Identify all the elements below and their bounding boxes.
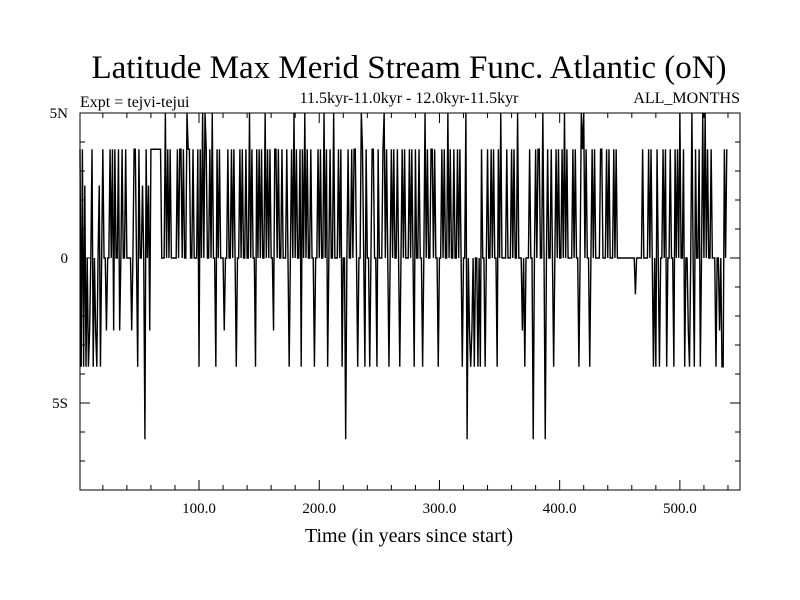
chart-title: Latitude Max Merid Stream Func. Atlantic…	[91, 50, 726, 86]
x-tick-label: 100.0	[182, 501, 216, 517]
x-tick-label: 200.0	[302, 501, 336, 517]
plot-area: 100.0 200.0 300.0 400.0 500.0 5N 0 5S	[50, 106, 741, 517]
x-tick-label: 400.0	[543, 501, 577, 517]
chart-subtitle-center: 11.5kyr-11.0kyr - 12.0kyr-11.5kyr	[300, 90, 520, 107]
x-tick-label: 500.0	[663, 501, 697, 517]
plot-frame	[79, 112, 741, 491]
x-axis-label: Time (in years since start)	[305, 525, 513, 547]
y-tick-label: 0	[61, 251, 69, 267]
y-tick-label: 5N	[50, 106, 69, 122]
chart-subtitle-right: ALL_MONTHS	[633, 90, 740, 107]
x-tick-label: 300.0	[423, 501, 457, 517]
chart-subtitle-left: Expt = tejvi-tejui	[80, 94, 190, 111]
y-tick-label: 5S	[52, 396, 68, 412]
series-line-0	[79, 112, 728, 440]
